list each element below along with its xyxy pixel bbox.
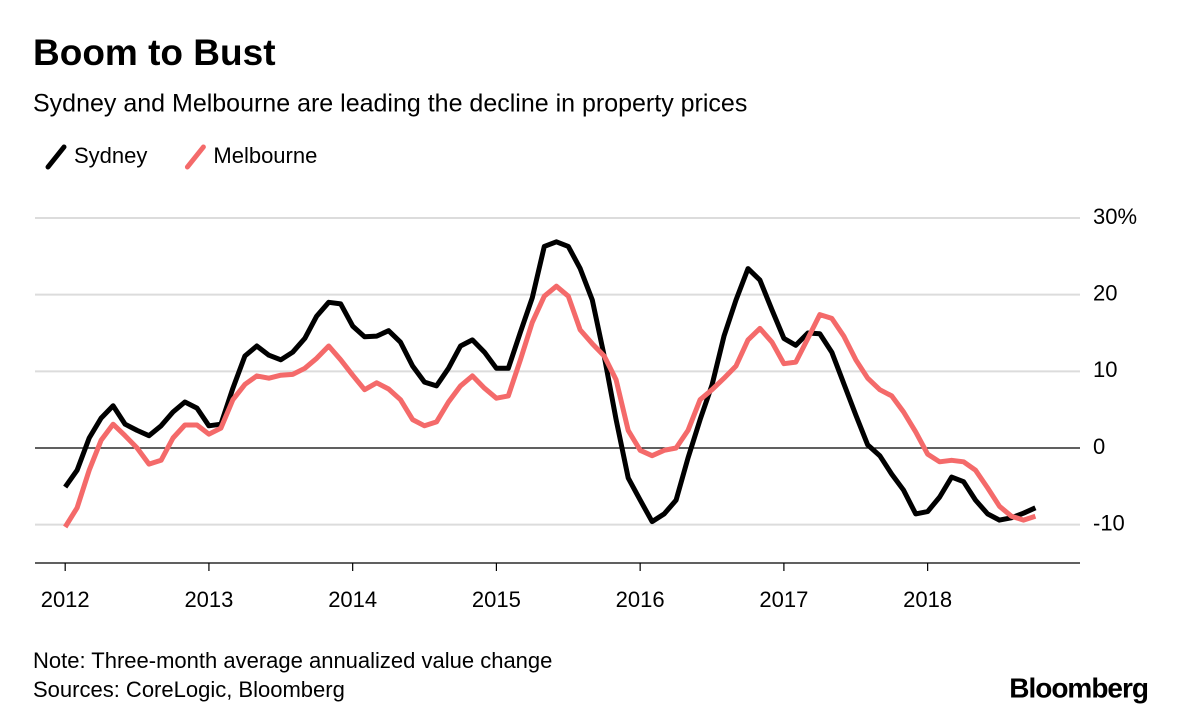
legend-swatch <box>184 144 206 170</box>
y-tick-label: 20 <box>1093 280 1117 305</box>
legend-label: Sydney <box>74 143 147 168</box>
legend-label: Melbourne <box>213 143 317 168</box>
chart-subtitle: Sydney and Melbourne are leading the dec… <box>33 90 747 118</box>
x-tick-label: 2013 <box>184 587 233 612</box>
brand: Bloomberg <box>1009 672 1148 703</box>
series-line <box>63 283 1037 529</box>
source: Sources: CoreLogic, Bloomberg <box>33 677 345 702</box>
x-tick-label: 2016 <box>616 587 665 612</box>
series-line <box>63 239 1037 525</box>
x-tick-label: 2018 <box>903 587 952 612</box>
x-tick-label: 2015 <box>472 587 521 612</box>
y-tick-label: 10 <box>1093 357 1117 382</box>
y-tick-label: 30% <box>1093 204 1137 229</box>
x-tick-label: 2014 <box>328 587 377 612</box>
y-tick-label: 0 <box>1093 434 1105 459</box>
note: Note: Three-month average annualized val… <box>33 648 552 673</box>
x-tick-label: 2017 <box>759 587 808 612</box>
chart-title: Boom to Bust <box>33 32 276 73</box>
y-tick-label: -10 <box>1093 510 1125 535</box>
x-tick-label: 2012 <box>41 587 90 612</box>
legend-swatch <box>45 144 67 170</box>
